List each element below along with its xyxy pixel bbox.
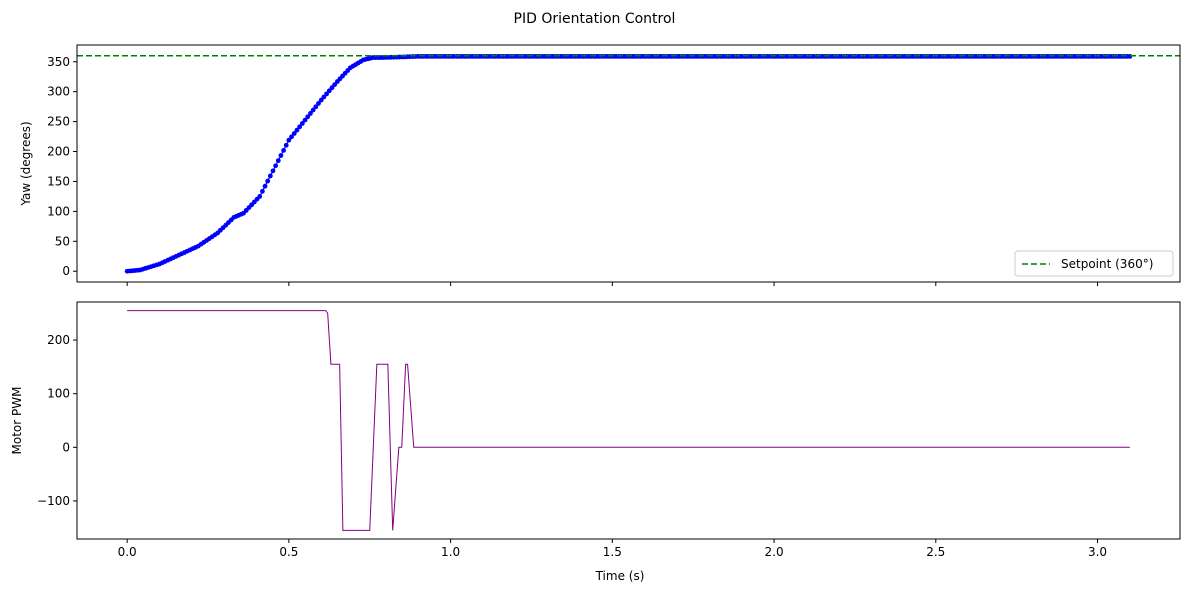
pwm-axes-frame <box>76 301 1181 540</box>
legend: Setpoint (360°) <box>1014 250 1174 277</box>
x-tick-label: 3.0 <box>1088 545 1107 559</box>
y-tick-label: 250 <box>47 115 70 129</box>
x-tick-label: 1.0 <box>441 545 460 559</box>
y-tick-label: 300 <box>47 85 70 99</box>
yaw-ylabel: Yaw (degrees) <box>19 121 33 206</box>
y-tick-label: 50 <box>55 234 70 248</box>
y-tick-label: 150 <box>47 174 70 188</box>
x-tick-label: 0.5 <box>279 545 298 559</box>
x-axis-ticks: 0.0 0.5 1.0 1.5 2.0 2.5 3.0 <box>118 545 1107 559</box>
y-tick-label: 0 <box>62 440 70 454</box>
y-tick-label: 0 <box>62 264 70 278</box>
yaw-axes: 0 50 100 150 200 250 300 350 Yaw (degrees) Setp… <box>19 44 1181 286</box>
y-tick-label: −100 <box>37 494 70 508</box>
y-tick-label: 350 <box>47 55 70 69</box>
chart-title: PID Orientation Control <box>514 11 676 27</box>
x-axis-label: Time (s) <box>595 569 645 583</box>
x-tick-label: 0.0 <box>118 545 137 559</box>
legend-label-setpoint: Setpoint (360°) <box>1061 257 1153 271</box>
legend-frame <box>1014 250 1174 277</box>
y-tick-label: 100 <box>47 204 70 218</box>
yaw-axes-frame <box>76 44 1181 283</box>
y-tick-label: 100 <box>47 387 70 401</box>
y-tick-label: 200 <box>47 333 70 347</box>
pwm-ylabel: Motor PWM <box>10 387 24 455</box>
y-tick-label: 200 <box>47 145 70 159</box>
pwm-axes: −100 0 100 200 Motor PWM <box>10 301 1181 543</box>
pwm-line <box>127 310 1130 531</box>
x-tick-label: 2.0 <box>765 545 784 559</box>
x-tick-label: 2.5 <box>926 545 945 559</box>
x-tick-label: 1.5 <box>603 545 622 559</box>
